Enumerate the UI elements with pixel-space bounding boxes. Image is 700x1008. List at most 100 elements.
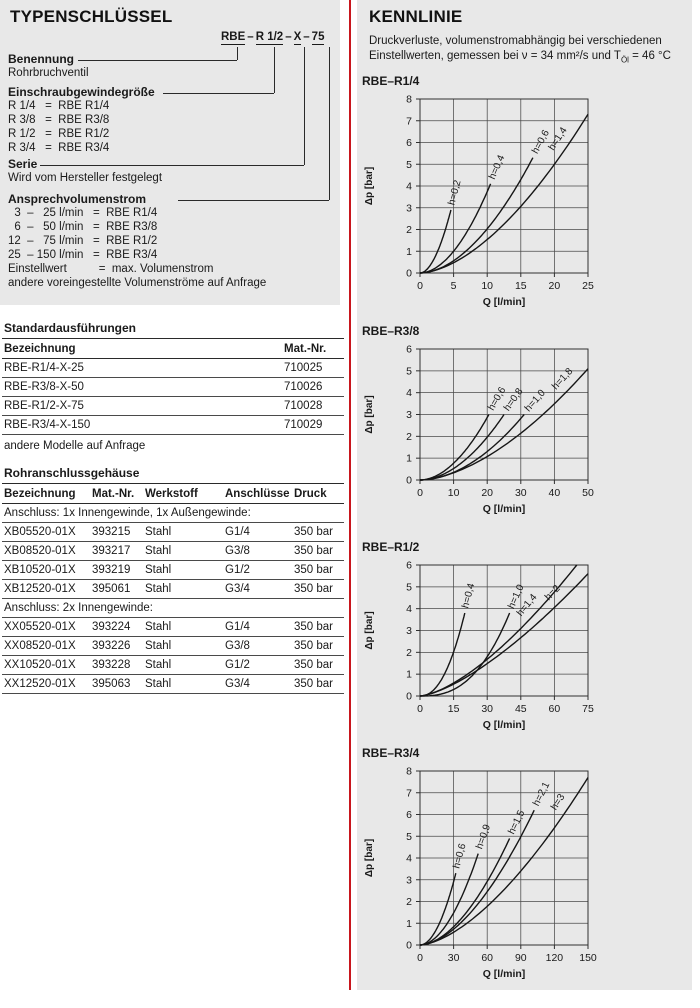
- y-tick-label: 3: [406, 409, 412, 421]
- table-group-label: Anschluss: 1x Innengewinde, 1x Außengewi…: [2, 503, 344, 523]
- col-header-werkstoff: Werkstoff: [143, 484, 223, 504]
- y-tick-label: 7: [406, 115, 412, 127]
- x-tick-label: 0: [417, 280, 423, 292]
- x-tick-label: 15: [448, 703, 460, 715]
- x-tick-label: 30: [481, 703, 493, 715]
- order-code-segment-flow: 75: [311, 31, 325, 45]
- table-cell: G3/8: [223, 541, 292, 561]
- order-code-separator: –: [285, 31, 292, 43]
- table-cell: XX08520-01X: [2, 636, 90, 656]
- x-tick-label: 20: [549, 280, 561, 292]
- x-tick-label: 0: [417, 952, 423, 964]
- table-cell: Stahl: [143, 617, 223, 637]
- table-row: XB12520-01X 395061 Stahl G3/4 350 bar: [2, 579, 344, 599]
- chart-title-r34: RBE–R3/4: [362, 746, 420, 760]
- curve-label: h=3: [549, 792, 568, 813]
- connector-line: [237, 47, 238, 60]
- chart-canvas: 0 30 60 90 120 150 0 1 2 3 4 5 6 7 8 Q [l/min] Δp [bar] h…: [364, 766, 597, 981]
- curve-h=2: [419, 573, 589, 697]
- table-cell: 393226: [90, 636, 143, 656]
- chart-title-r38: RBE–R3/8: [362, 324, 420, 338]
- y-tick-label: 0: [406, 475, 412, 487]
- connector-line: [329, 47, 330, 200]
- standard-table-header-row: Bezeichnung Mat.-Nr.: [2, 339, 344, 359]
- curve-h=0,9: [419, 853, 479, 946]
- table-cell: Stahl: [143, 579, 223, 599]
- kennlinie-title: KENNLINIE: [369, 7, 463, 26]
- y-tick-label: 3: [406, 625, 412, 637]
- housing-table-title: Rohranschlussgehäuse: [2, 464, 344, 484]
- y-tick-label: 7: [406, 787, 412, 799]
- curve-h=1,8: [419, 368, 589, 481]
- table-cell: XB10520-01X: [2, 560, 90, 580]
- y-tick-label: 5: [406, 581, 412, 593]
- table-cell: 350 bar: [292, 560, 344, 580]
- y-tick-label: 2: [406, 647, 412, 659]
- table-cell: Stahl: [143, 655, 223, 675]
- x-tick-label: 120: [546, 952, 564, 964]
- table-cell: G1/4: [223, 617, 292, 637]
- y-tick-label: 4: [406, 181, 412, 193]
- y-axis-label: Δp [bar]: [364, 611, 375, 649]
- housing-table: Bezeichnung Mat.-Nr. Werkstoff Anschlüss…: [2, 484, 344, 694]
- y-tick-label: 0: [406, 940, 412, 952]
- table-group-row: Anschluss: 2x Innengewinde:: [2, 598, 344, 618]
- y-tick-label: 4: [406, 853, 412, 865]
- table-row: XX12520-01X 395063 Stahl G3/4 350 bar: [2, 674, 344, 694]
- table-cell: G1/2: [223, 655, 292, 675]
- table-cell: RBE-R3/4-X-150: [2, 415, 282, 435]
- kennlinie-description: Druckverluste, volumenstromabhängig bei …: [369, 34, 689, 67]
- table-group-label: Anschluss: 2x Innengewinde:: [2, 598, 344, 618]
- connector-line: [163, 93, 274, 94]
- table-cell: 350 bar: [292, 655, 344, 675]
- y-tick-label: 8: [406, 766, 412, 778]
- housing-table-body: Anschluss: 1x Innengewinde, 1x Außengewi…: [2, 503, 344, 694]
- table-cell: XB05520-01X: [2, 522, 90, 542]
- curve-label: h=0,4: [460, 582, 477, 610]
- table-cell: RBE-R3/8-X-50: [2, 377, 282, 397]
- col-header-bezeichnung: Bezeichnung: [2, 339, 282, 359]
- characteristic-curves-panel: KENNLINIE Druckverluste, volumenstromabh…: [357, 0, 692, 990]
- description-line2-end: = 46 °C: [628, 50, 671, 62]
- x-tick-label: 75: [582, 703, 594, 715]
- table-cell: 395061: [90, 579, 143, 599]
- curve-h=0,6: [420, 873, 457, 946]
- section-body-gewinde: R 1/4 = RBE R1/4 R 3/8 = RBE R3/8 R 1/2 …: [8, 100, 110, 154]
- table-cell: 350 bar: [292, 522, 344, 542]
- table-row: XX08520-01X 393226 Stahl G3/8 350 bar: [2, 636, 344, 656]
- order-code-separator: –: [303, 31, 310, 43]
- order-code-separator: –: [247, 31, 254, 43]
- table-cell: XB12520-01X: [2, 579, 90, 599]
- table-cell: RBE-R1/4-X-25: [2, 358, 282, 378]
- order-code: RBE – R 1/2– X –75: [221, 31, 325, 45]
- section-label-ansprechvolumenstrom: Ansprechvolumenstrom: [8, 192, 147, 206]
- connector-line: [78, 60, 237, 61]
- chart-block-r34: RBE–R3/4 0 30 60 90 120 150 0 1 2 3 4 5 6 7 8 Q [l/min]…: [357, 746, 692, 994]
- y-tick-label: 4: [406, 603, 412, 615]
- y-tick-label: 6: [406, 560, 412, 572]
- col-header-druck: Druck: [292, 484, 344, 504]
- curve-label: h=1,8: [550, 366, 576, 392]
- standard-table-title: Standardausführungen: [2, 319, 344, 339]
- y-tick-label: 1: [406, 246, 412, 258]
- table-cell: G1/2: [223, 560, 292, 580]
- table-cell: 710026: [282, 377, 344, 397]
- table-cell: 393228: [90, 655, 143, 675]
- x-tick-label: 10: [481, 280, 493, 292]
- col-header-matnr: Mat.-Nr.: [282, 339, 344, 359]
- y-tick-label: 1: [406, 669, 412, 681]
- section-body-ansprechvolumenstrom: 3 – 25 l/min = RBE R1/4 6 – 50 l/min = R…: [8, 207, 267, 289]
- order-code-segment-series: X: [293, 31, 302, 45]
- col-header-matnr: Mat.-Nr.: [90, 484, 143, 504]
- table-cell: G3/4: [223, 579, 292, 599]
- chart-block-r14: RBE–R1/4 0 5 10 15 20 25 0 1 2 3 4 5 6 7 8 Q [l/min] Δp …: [357, 74, 692, 322]
- x-axis-label: Q [l/min]: [483, 296, 526, 308]
- chart-block-r12: RBE–R1/2 0 15 30 45 60 75 0 1 2 3 4 5 6 Q [l/min] Δp […: [357, 540, 692, 745]
- curve-label: h=0,2: [446, 179, 463, 207]
- table-row: RBE-R3/4-X-150 710029: [2, 415, 344, 435]
- chart-r34: 0 30 60 90 120 150 0 1 2 3 4 5 6 7 8 Q [l/min] Δp [bar] h…: [357, 763, 692, 994]
- description-line1: Druckverluste, volumenstromabhängig bei …: [369, 35, 662, 47]
- curve-label: h=1,5: [506, 808, 527, 836]
- table-row: XB10520-01X 393219 Stahl G1/2 350 bar: [2, 560, 344, 580]
